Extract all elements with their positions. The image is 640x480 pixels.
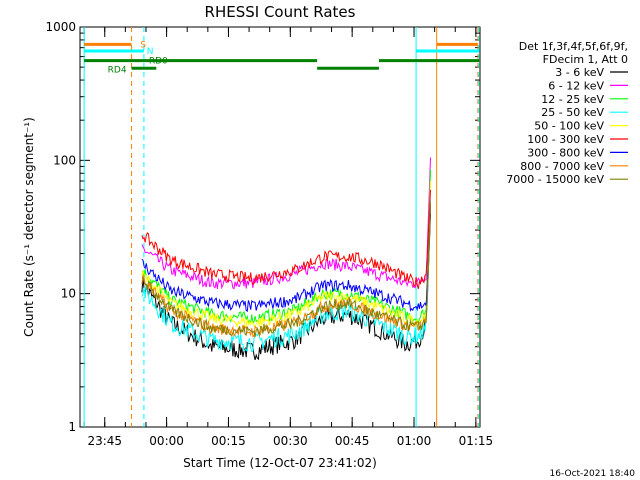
status-bar-label: S <box>140 40 146 50</box>
series-line <box>141 180 431 329</box>
x-tick-label: 00:30 <box>273 434 308 448</box>
y-axis: 1 10 100 1000 <box>45 20 480 434</box>
chart-title: RHESSI Count Rates <box>205 3 356 21</box>
series-line <box>141 213 431 361</box>
x-tick-label: 00:45 <box>335 434 370 448</box>
x-tick-label: 23:45 <box>87 434 122 448</box>
legend-entry-label: 50 - 100 keV <box>534 120 604 133</box>
legend-entry-label: 3 - 6 keV <box>555 66 604 79</box>
legend-header: Det 1f,3f,4f,5f,6f,9f, <box>519 40 628 53</box>
x-tick-label: 00:15 <box>211 434 246 448</box>
y-tick-label: 10 <box>61 287 76 301</box>
y-tick-label: 100 <box>53 153 76 167</box>
series-line <box>141 157 431 290</box>
x-tick-label: 01:15 <box>459 434 494 448</box>
legend-entry-label: 300 - 800 keV <box>527 146 604 159</box>
legend-entry-label: 25 - 50 keV <box>541 106 604 119</box>
status-bar-label: RD0 <box>149 57 168 67</box>
x-tick-label: 01:00 <box>397 434 432 448</box>
y-tick-label: 1000 <box>45 20 76 34</box>
x-tick-label: 00:00 <box>149 434 184 448</box>
footer-timestamp: 16-Oct-2021 18:40 <box>550 469 636 479</box>
legend-entry-label: 7000 - 15000 keV <box>506 173 604 186</box>
x-axis-label: Start Time (12-Oct-07 23:41:02) <box>183 456 377 470</box>
vertical-marker-lines <box>83 27 480 427</box>
y-axis-label: Count Rate (s⁻¹ detector segment⁻¹) <box>22 117 36 337</box>
legend: Det 1f,3f,4f,5f,6f,9f,FDecim 1, Att 03 -… <box>506 40 628 186</box>
legend-entry-label: 800 - 7000 keV <box>520 160 604 173</box>
legend-entry-label: 12 - 25 keV <box>541 93 604 106</box>
plot-area: 1 10 100 1000 23:45 00:00 00:15 00:30 00:45 01:0… <box>45 20 493 448</box>
status-bar-label: N <box>147 47 154 57</box>
legend-entry-label: 100 - 300 keV <box>527 133 604 146</box>
legend-entry-label: 6 - 12 keV <box>548 79 604 92</box>
series-line <box>141 189 431 290</box>
x-axis: 23:45 00:00 00:15 00:30 00:45 01:00 01:15 <box>83 27 494 448</box>
plot-frame <box>79 26 481 428</box>
series-line <box>141 200 431 353</box>
series-line <box>141 202 431 337</box>
status-bar-label: RD4 <box>108 65 127 75</box>
series-lines <box>141 157 431 361</box>
y-tick-label: 1 <box>68 420 76 434</box>
legend-header: FDecim 1, Att 0 <box>543 53 628 66</box>
series-line <box>141 206 431 313</box>
series-line <box>141 202 431 338</box>
